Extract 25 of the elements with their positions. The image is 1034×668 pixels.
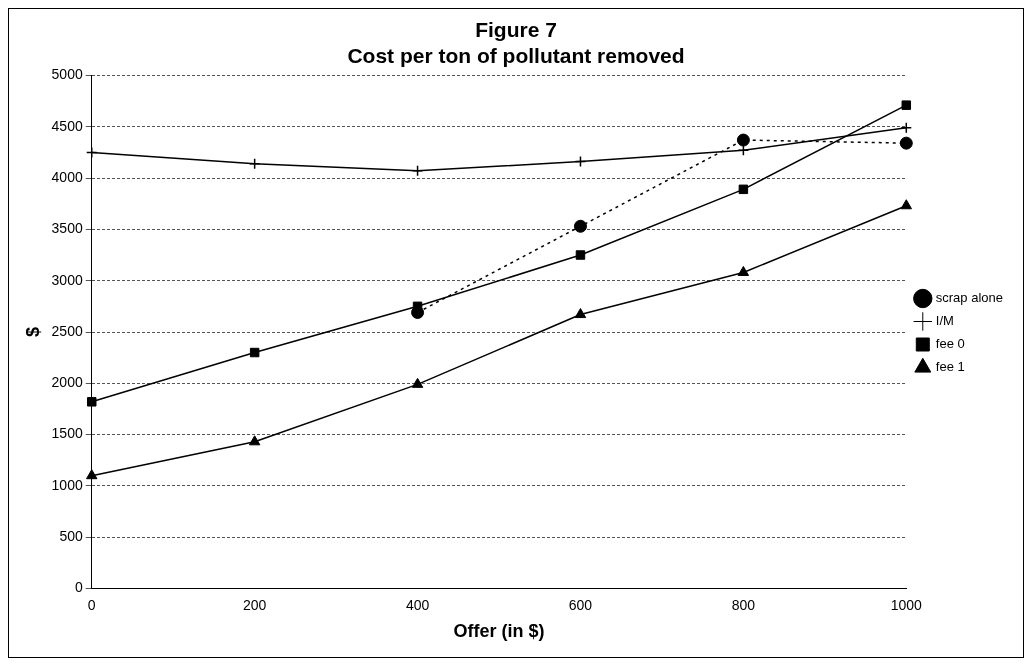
y-tick-label: 1500 xyxy=(51,425,83,442)
x-tick-label: 200 xyxy=(242,596,267,613)
legend-label: fee 0 xyxy=(935,336,965,352)
y-tick-label: 2500 xyxy=(51,322,83,339)
legend-label: I/M xyxy=(935,313,954,329)
x-tick-label: 1000 xyxy=(890,596,923,613)
legend-label: scrap alone xyxy=(935,290,1004,306)
y-tick-label: 1000 xyxy=(51,476,83,493)
y-tick-label: 500 xyxy=(59,528,83,545)
y-tick-label: 0 xyxy=(74,579,83,596)
y-tick-label: 5000 xyxy=(51,66,83,83)
text: Figure 7 xyxy=(475,18,557,42)
y-tick-label: 4000 xyxy=(51,168,83,185)
legend-label: fee 1 xyxy=(935,359,965,375)
y-tick-label: 3500 xyxy=(51,220,83,237)
y-tick-label: 3000 xyxy=(51,271,83,288)
x-tick-label: 0 xyxy=(87,596,96,613)
text: Cost per ton of pollutant removed xyxy=(347,43,685,67)
y-tick-label: 2000 xyxy=(51,374,83,391)
x-tick-label: 600 xyxy=(568,596,593,613)
x-axis-title: Offer (in $) xyxy=(453,621,545,642)
y-tick-label: 4500 xyxy=(51,117,83,134)
y-axis-title: $ xyxy=(22,326,43,338)
x-tick-label: 800 xyxy=(731,596,756,613)
x-tick-label: 400 xyxy=(405,596,430,613)
